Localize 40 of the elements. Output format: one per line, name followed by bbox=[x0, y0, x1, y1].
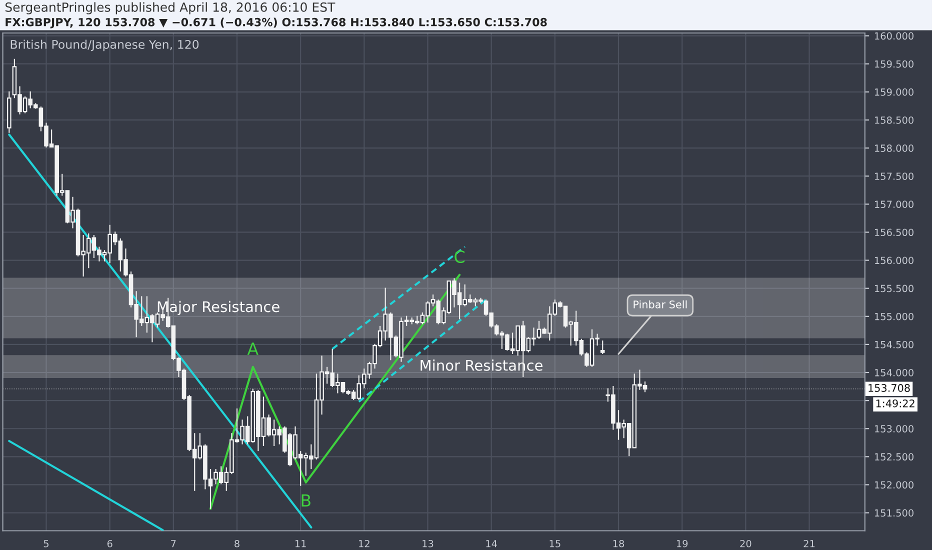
x-tick-label: 14 bbox=[486, 540, 497, 548]
annotation: British Pound/Japanese Yen, 120 bbox=[10, 40, 199, 52]
y-tick-label: 159.500 bbox=[874, 60, 914, 68]
annotation: Pinbar Sell bbox=[634, 300, 687, 308]
y-tick-label: 158.500 bbox=[874, 116, 914, 124]
x-tick-label: 15 bbox=[550, 540, 560, 548]
x-tick-label: 18 bbox=[613, 540, 624, 548]
y-tick-label: 151.500 bbox=[874, 509, 914, 517]
y-tick-label: 157.500 bbox=[874, 172, 914, 180]
y-tick-label: 152.000 bbox=[874, 481, 914, 489]
annotation: C bbox=[454, 250, 464, 264]
annotation: B bbox=[302, 494, 310, 507]
y-tick-label: 155.000 bbox=[874, 312, 914, 320]
x-tick-label: 7 bbox=[171, 540, 176, 548]
y-tick-label: 159.000 bbox=[874, 88, 914, 96]
annotation: A bbox=[247, 342, 258, 355]
x-tick-label: 5 bbox=[44, 540, 48, 548]
x-tick-label: 11 bbox=[295, 540, 306, 548]
x-tick-label: 21 bbox=[804, 540, 815, 548]
y-tick-label: 156.500 bbox=[874, 228, 914, 236]
x-tick-label: 12 bbox=[359, 540, 370, 548]
ref-line-label: 153.708 bbox=[868, 384, 910, 392]
chart-title: SergeantPringles published April 18, 2016 06:10 EST bbox=[5, 2, 336, 14]
y-tick-label: 154.000 bbox=[874, 368, 914, 376]
x-tick-label: 19 bbox=[676, 540, 688, 548]
y-tick-label: 156.000 bbox=[874, 256, 914, 264]
x-tick-label: 6 bbox=[107, 540, 112, 548]
x-tick-label: 13 bbox=[422, 540, 434, 548]
text: 1:49:22 bbox=[876, 399, 914, 408]
x-tick-label: 20 bbox=[740, 540, 752, 548]
candlestick bbox=[600, 340, 605, 355]
y-tick-label: 160.000 bbox=[874, 32, 914, 40]
y-tick-label: 157.000 bbox=[874, 200, 914, 208]
y-tick-label: 153.000 bbox=[874, 425, 914, 432]
y-tick-label: 152.500 bbox=[874, 453, 914, 461]
y-tick-label: 154.500 bbox=[874, 340, 914, 348]
x-tick-label: 8 bbox=[234, 540, 240, 548]
y-tick-label: 155.500 bbox=[874, 284, 914, 292]
y-tick-label: 158.000 bbox=[874, 144, 914, 152]
chart-subtitle: FX:GBPJPY, 120 153.708 ▼ −0.671 (−0.43%) O:153.768 H:153.840 L:153.650 C:153.708 bbox=[6, 18, 547, 28]
